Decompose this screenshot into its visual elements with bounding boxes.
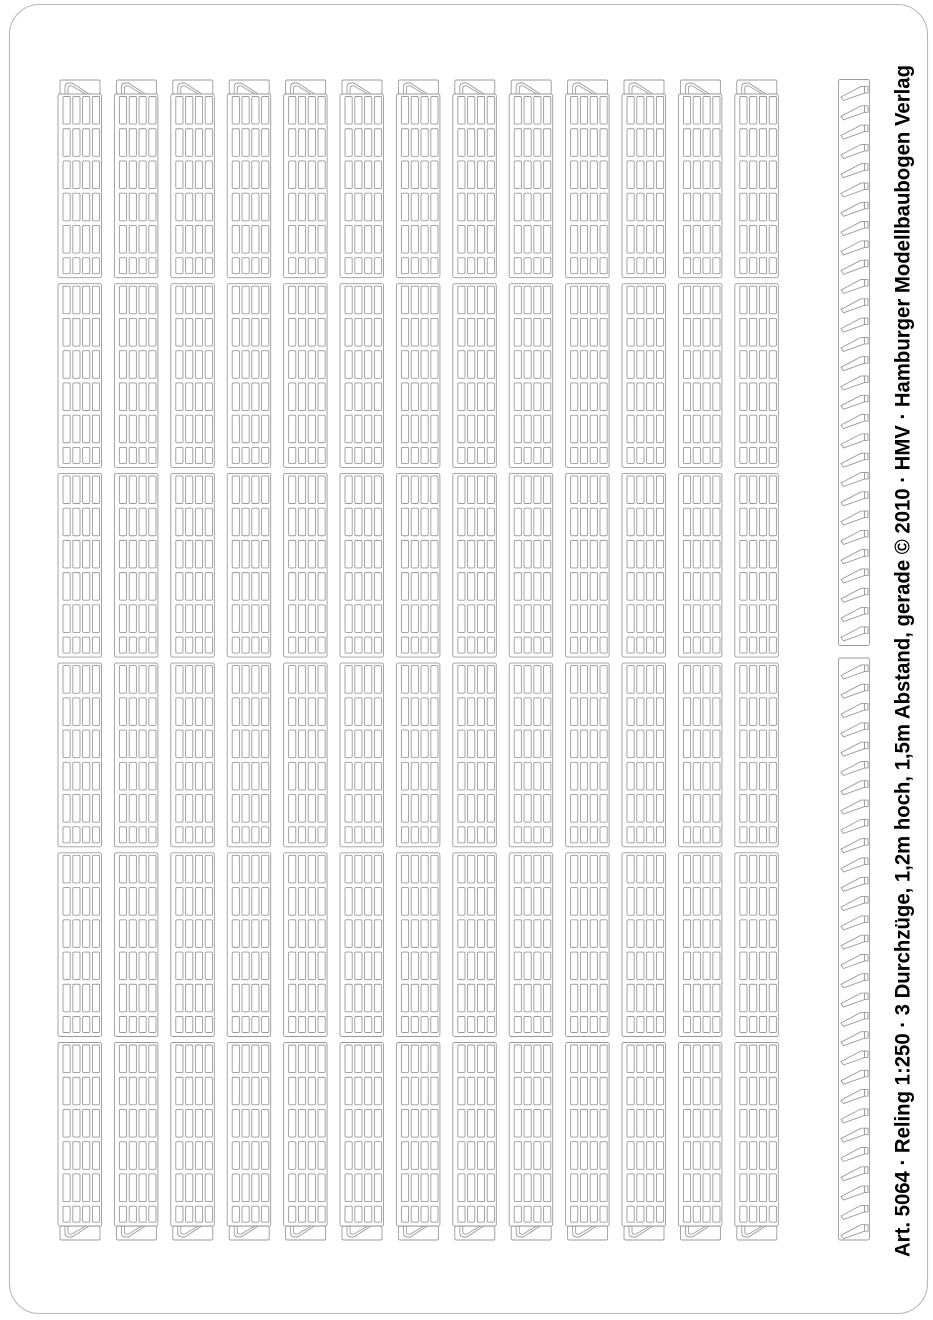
stanchion-tooth <box>840 799 869 815</box>
stanchion-tooth <box>840 1185 869 1201</box>
stanchion-tooth <box>840 780 869 796</box>
railing-strip <box>509 80 553 1240</box>
stanchion-tooth <box>840 201 869 217</box>
stanchion-tooth <box>840 182 869 198</box>
stanchion-comb-strip <box>838 657 870 1241</box>
railing-strip <box>735 80 779 1240</box>
stanchion-tooth <box>840 857 869 873</box>
stanchion-tooth <box>840 491 869 507</box>
stanchion-tooth <box>840 1108 869 1124</box>
stanchion-tooth <box>840 626 869 642</box>
stanchion-tooth <box>840 1147 869 1162</box>
stanchion-tooth <box>840 221 869 237</box>
railing-strip <box>622 80 666 1240</box>
stanchion-tooth <box>840 934 869 950</box>
stanchion-tooth <box>840 1166 869 1182</box>
railing-strip <box>227 80 271 1240</box>
stanchion-tooth <box>840 1204 869 1220</box>
railing-strip <box>114 80 157 1240</box>
stanchion-combs-group <box>838 79 870 1241</box>
stanchion-tooth <box>840 510 869 526</box>
railing-strip <box>566 80 610 1240</box>
stanchion-tooth <box>840 124 869 140</box>
sheet-title: Art. 5064 · Reling 1:250 · 3 Durchzüge, … <box>891 65 915 1257</box>
stanchion-tooth <box>840 375 869 391</box>
stanchion-tooth <box>840 568 869 584</box>
stanchion-tooth <box>840 973 869 989</box>
railing-strip <box>678 80 722 1240</box>
stanchion-tooth <box>840 992 869 1008</box>
stanchion-tooth <box>840 954 869 969</box>
railing-strip <box>396 80 440 1240</box>
stanchion-tooth <box>840 1069 869 1085</box>
stanchion-tooth <box>840 896 869 912</box>
stanchion-tooth <box>840 414 869 430</box>
stanchion-tooth <box>840 1224 869 1240</box>
stanchion-tooth <box>840 549 869 565</box>
stanchion-tooth <box>840 664 869 680</box>
stanchion-tooth <box>840 298 869 314</box>
stanchion-tooth <box>840 722 869 738</box>
stanchion-tooth <box>840 163 869 179</box>
stanchion-tooth <box>840 143 869 159</box>
stanchion-tooth <box>840 86 869 101</box>
stanchion-tooth <box>840 279 869 294</box>
stanchion-tooth <box>840 761 869 776</box>
stanchion-tooth <box>840 1011 869 1027</box>
stanchion-tooth <box>840 1127 869 1143</box>
stanchion-tooth <box>840 317 869 333</box>
stanchion-tooth <box>840 683 869 699</box>
stanchion-tooth <box>840 105 869 121</box>
stanchion-tooth <box>840 1050 869 1066</box>
stanchion-tooth <box>840 818 869 834</box>
stanchion-tooth <box>840 607 869 623</box>
railing-strip <box>340 80 384 1240</box>
stanchion-tooth <box>840 915 869 931</box>
sheet-border <box>8 3 929 1315</box>
stanchion-tooth <box>840 1031 869 1047</box>
stanchion-tooth <box>840 472 869 487</box>
stanchion-tooth <box>840 356 869 372</box>
stanchion-tooth <box>840 240 869 256</box>
stanchion-comb-strip <box>838 79 870 646</box>
stanchion-tooth <box>840 452 869 468</box>
stanchion-tooth <box>840 529 869 545</box>
stanchion-tooth <box>840 703 869 719</box>
railing-strip <box>58 80 102 1240</box>
stanchion-tooth <box>840 259 869 275</box>
stanchion-tooth <box>840 336 869 352</box>
railing-strip <box>284 80 328 1240</box>
stanchion-tooth <box>840 394 869 410</box>
railing-strip <box>453 80 497 1240</box>
stanchion-tooth <box>840 838 869 854</box>
stanchion-tooth <box>840 433 869 449</box>
stanchion-tooth <box>840 1089 869 1105</box>
stanchion-tooth <box>840 876 869 892</box>
railing-strips-group <box>58 80 778 1240</box>
stanchion-tooth <box>840 741 869 757</box>
stanchion-tooth <box>840 587 869 603</box>
railing-strip <box>171 80 215 1240</box>
